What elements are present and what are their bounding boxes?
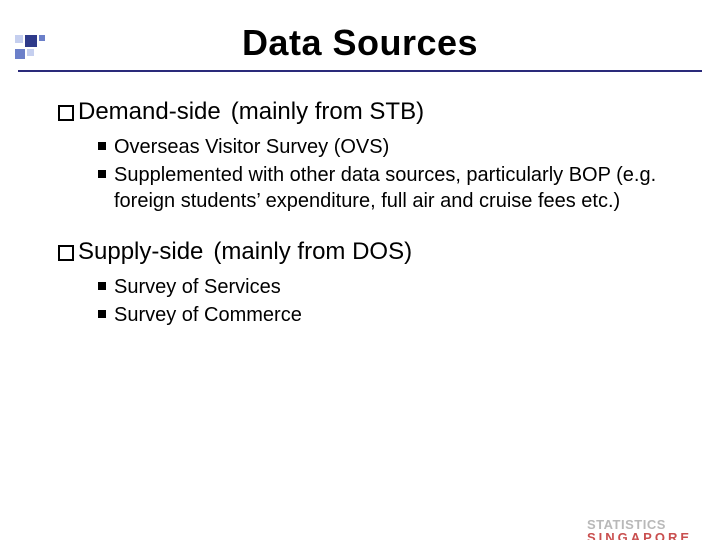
list-item-text: Overseas Visitor Survey (OVS) — [114, 134, 662, 160]
list-item: Survey of Services — [98, 274, 662, 300]
list-item-text: Survey of Services — [114, 274, 662, 300]
decor-square — [15, 35, 23, 43]
section-note: (mainly from STB) — [231, 98, 424, 126]
square-bullet-icon — [98, 170, 106, 178]
section-label: Demand-side — [78, 98, 221, 126]
logo-line2: SINGAPORE — [587, 532, 692, 540]
hollow-bullet-icon — [58, 245, 74, 261]
section-demand: Demand-side (mainly from STB) Overseas V… — [58, 98, 662, 214]
square-bullet-icon — [98, 282, 106, 290]
decor-square — [25, 35, 37, 47]
list-item: Supplemented with other data sources, pa… — [98, 162, 662, 214]
list-item-text: Survey of Commerce — [114, 302, 662, 328]
list-item: Overseas Visitor Survey (OVS) — [98, 134, 662, 160]
square-bullet-icon — [98, 142, 106, 150]
decor-square — [27, 49, 34, 56]
section-label: Supply-side — [78, 238, 203, 266]
square-bullet-icon — [98, 310, 106, 318]
statistics-singapore-logo: STATISTICS SINGAPORE — [587, 519, 692, 540]
list-item-text: Supplemented with other data sources, pa… — [114, 162, 662, 214]
hollow-bullet-icon — [58, 105, 74, 121]
corner-decoration — [14, 34, 46, 60]
section-supply: Supply-side (mainly from DOS) Survey of … — [58, 238, 662, 328]
list-item: Survey of Commerce — [98, 302, 662, 328]
slide-title: Data Sources — [0, 22, 720, 64]
section-note: (mainly from DOS) — [213, 238, 412, 266]
title-rule — [18, 70, 702, 72]
decor-square — [15, 49, 25, 59]
content-area: Demand-side (mainly from STB) Overseas V… — [58, 98, 662, 328]
decor-square — [39, 35, 45, 41]
